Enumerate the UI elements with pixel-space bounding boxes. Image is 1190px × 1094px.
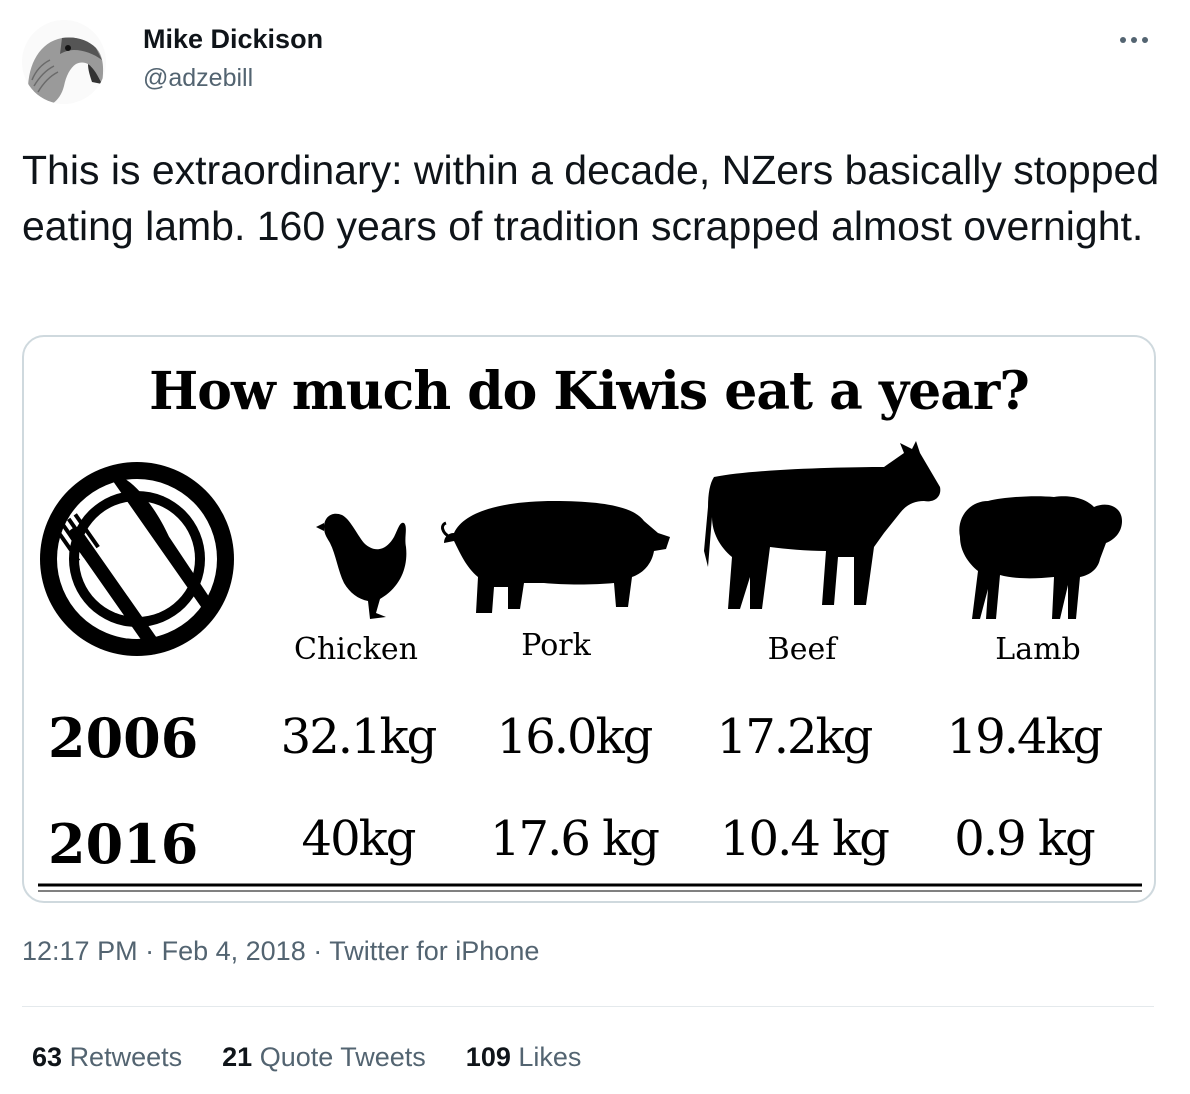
likes-label: Likes [518,1042,582,1072]
tweet-date[interactable]: Feb 4, 2018 [161,936,306,966]
year-label-2016: 2016 [48,812,198,876]
dot [1142,37,1148,43]
author-name[interactable]: Mike Dickison [143,24,324,54]
column-label-chicken: Chicken [294,632,418,667]
cow-icon [704,441,941,609]
quote-tweets-stat[interactable]: 21 Quote Tweets [222,1042,426,1073]
engagement-stats: 63 Retweets 21 Quote Tweets 109 Likes [32,1042,581,1073]
meta-separator: · [145,936,155,966]
tweet-media-image[interactable]: How much do Kiwis eat a year? [22,335,1156,903]
dot [1131,37,1137,43]
likes-stat[interactable]: 109 Likes [466,1042,582,1073]
value-2016-pork: 17.6 kg [490,811,659,867]
tweet-text: This is extraordinary: within a decade, … [22,147,1160,249]
column-label-beef: Beef [768,632,839,667]
column-label-lamb: Lamb [995,632,1080,667]
quote-tweets-count: 21 [222,1042,253,1072]
year-label-2006: 2006 [48,706,198,770]
value-2016-chicken: 40kg [302,811,416,867]
sheep-icon [959,496,1122,619]
plate-cutlery-icon [40,462,234,656]
value-2006-pork: 16.0kg [497,709,653,765]
infographic-title: How much do Kiwis eat a year? [149,361,1029,422]
tweet-source[interactable]: Twitter for iPhone [329,936,540,966]
likes-count: 109 [465,1042,511,1072]
pig-icon [441,501,670,613]
avatar[interactable] [22,20,106,104]
quote-tweets-label: Quote Tweets [259,1042,426,1072]
tweet-meta: 12:17 PM · Feb 4, 2018 · Twitter for iPh… [22,936,539,967]
bird-head-icon [22,20,106,104]
retweets-count: 63 [32,1042,63,1072]
chicken-icon [316,513,407,619]
value-2016-beef: 10.4 kg [720,811,889,867]
retweets-label: Retweets [69,1042,183,1072]
retweets-stat[interactable]: 63 Retweets [32,1042,182,1073]
value-2016-lamb: 0.9 kg [954,811,1095,867]
tweet-time[interactable]: 12:17 PM [22,936,138,966]
dot [1120,37,1126,43]
value-2006-chicken: 32.1kg [281,709,437,765]
column-label-pork: Pork [521,628,591,663]
value-2006-lamb: 19.4kg [947,709,1103,765]
value-2006-beef: 17.2kg [717,709,873,765]
divider [22,1006,1154,1007]
author-handle[interactable]: @adzebill [143,64,254,92]
meta-separator: · [313,936,323,966]
more-options-icon[interactable] [1110,22,1158,58]
